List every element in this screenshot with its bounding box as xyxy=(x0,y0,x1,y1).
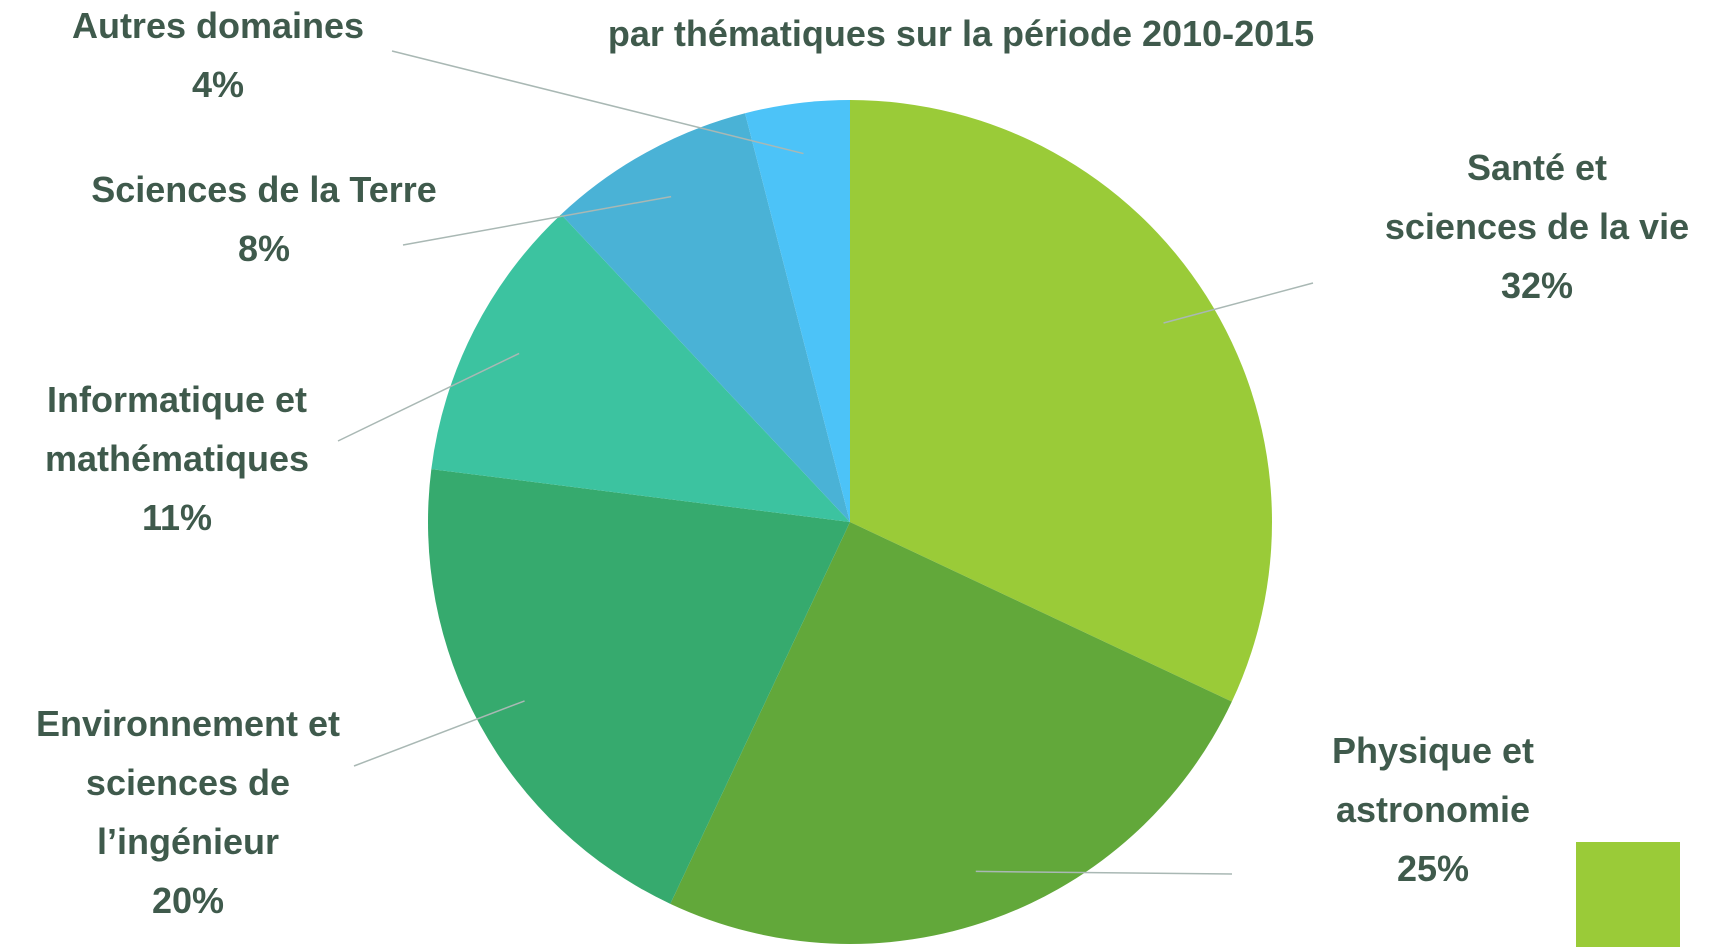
leader-line xyxy=(391,50,804,155)
legend-swatch xyxy=(1576,842,1680,947)
value-label: 32% xyxy=(1501,265,1573,306)
pie-slice xyxy=(670,522,1232,944)
pie-slice xyxy=(850,100,1272,702)
pie-slice xyxy=(561,113,850,522)
slice-label: Physique et astronomie xyxy=(1332,730,1534,830)
pie-slice xyxy=(745,100,850,522)
value-label: 11% xyxy=(142,497,212,538)
slice-label: Sciences de la Terre xyxy=(91,169,437,210)
slice-label: Santé et sciences de la vie xyxy=(1385,147,1689,247)
leader-line xyxy=(402,195,672,246)
leader-line xyxy=(975,870,1233,875)
slice-label: Autres domaines xyxy=(72,5,364,46)
value-label: 4% xyxy=(192,64,244,105)
pie-slice xyxy=(428,469,850,904)
chart-title: par thématiques sur la période 2010-2015 xyxy=(608,13,1314,54)
value-label: 8% xyxy=(238,228,290,269)
value-label: 25% xyxy=(1397,848,1469,889)
pie-slice xyxy=(431,214,850,522)
slice-label: Informatique et mathématiques xyxy=(45,379,309,479)
leader-line xyxy=(337,352,520,442)
slice-label: Environnement et sciences de l’ingénieur xyxy=(36,703,340,862)
leader-line xyxy=(353,700,525,767)
leader-line xyxy=(1163,282,1314,324)
value-label: 20% xyxy=(152,880,224,921)
